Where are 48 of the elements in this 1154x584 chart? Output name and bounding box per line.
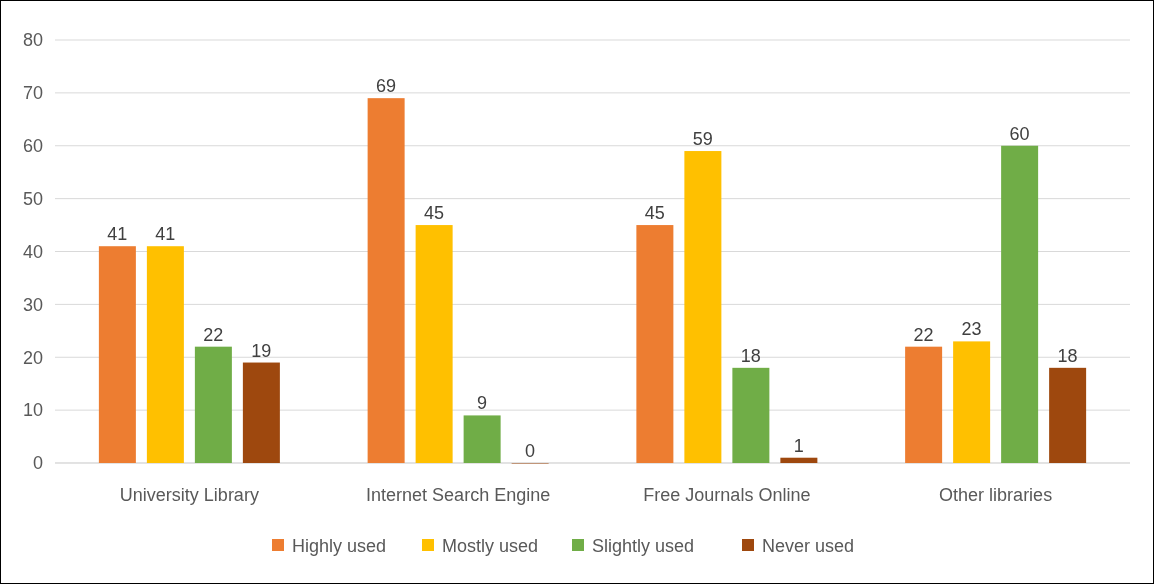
bar: [242, 362, 280, 463]
bar: [194, 346, 232, 463]
data-label: 19: [251, 340, 272, 361]
legend-label: Highly used: [292, 536, 387, 557]
bar: [780, 457, 818, 463]
data-label: 18: [740, 345, 761, 366]
data-label: 60: [1009, 123, 1030, 144]
bar: [636, 225, 674, 463]
data-label: 45: [644, 203, 665, 224]
bar: [684, 151, 722, 463]
data-label: 45: [424, 203, 445, 224]
data-label: 41: [155, 224, 176, 245]
data-label: 22: [913, 324, 934, 345]
y-tick-label: 60: [22, 136, 43, 157]
y-tick-label: 0: [32, 453, 43, 474]
x-tick-label: University Library: [119, 485, 259, 505]
data-label: 69: [376, 76, 397, 97]
y-tick-label: 20: [22, 347, 43, 368]
data-label: 23: [961, 319, 982, 340]
bar: [367, 98, 405, 463]
bar: [1001, 145, 1039, 463]
bar: [415, 225, 453, 463]
bar: [953, 341, 991, 463]
bar: [732, 367, 770, 463]
legend-label: Never used: [762, 536, 855, 557]
y-tick-label: 70: [22, 83, 43, 104]
data-label: 41: [107, 224, 128, 245]
y-tick-label: 30: [22, 294, 43, 315]
data-label: 1: [793, 435, 804, 456]
data-label: 59: [692, 129, 713, 150]
data-label: 18: [1057, 345, 1078, 366]
data-label: 9: [477, 393, 488, 414]
data-label: 22: [203, 324, 224, 345]
y-tick-label: 40: [22, 241, 43, 262]
y-tick-label: 50: [22, 188, 43, 209]
y-tick-label: 10: [22, 400, 43, 421]
legend-label: Mostly used: [442, 536, 539, 557]
x-tick-label: Free Journals Online: [643, 485, 811, 505]
bar: [98, 246, 136, 463]
legend-label: Slightly used: [592, 536, 695, 557]
x-tick-label: Other libraries: [939, 485, 1053, 505]
bar: [1049, 367, 1087, 463]
bar: [463, 415, 501, 463]
y-tick-label: 80: [22, 30, 43, 51]
data-label: 0: [525, 441, 536, 461]
bar: [146, 246, 184, 463]
x-tick-label: Internet Search Engine: [366, 485, 551, 505]
bar: [905, 346, 943, 463]
